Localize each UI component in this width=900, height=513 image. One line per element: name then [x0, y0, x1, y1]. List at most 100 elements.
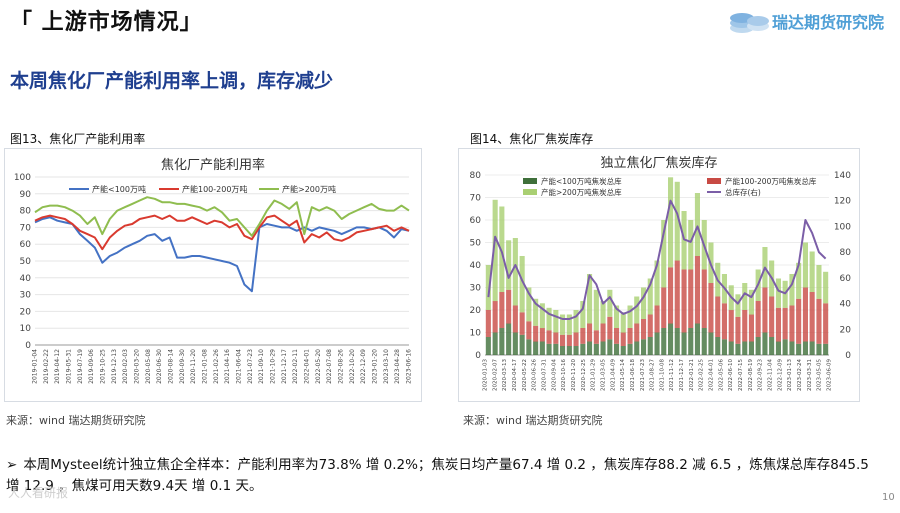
bar-1 [566, 346, 572, 355]
summary-text: 本周Mysteel统计独立焦企全样本：产能利用率为73.8% 增 0.2%；焦炭… [6, 457, 869, 494]
bar-2 [533, 325, 539, 342]
y-tick-label: 20 [20, 307, 32, 317]
x-tick-label: 2020-05-22 [522, 359, 528, 391]
bar-2 [735, 316, 741, 344]
bar-3 [580, 301, 586, 328]
bar-2 [681, 269, 687, 333]
bar-1 [620, 346, 626, 355]
bar-1 [674, 328, 680, 355]
legend-label: 产能<100万吨 [92, 184, 146, 194]
x-tick-label: 2020-09-04 [551, 359, 557, 391]
y-tick-label-left: 0 [475, 351, 481, 361]
bar-2 [647, 314, 653, 337]
x-tick-label: 2022-07-15 [738, 359, 744, 391]
x-tick-label: 2019-04-12 [54, 349, 61, 384]
y-tick-label-right: 140 [834, 171, 851, 181]
bar-3 [587, 274, 593, 324]
x-tick-label: 2022-10-20 [349, 349, 356, 384]
legend-swatch [523, 189, 537, 195]
bar-1 [533, 341, 539, 355]
y-tick-label: 0 [25, 341, 31, 351]
x-tick-label: 2022-01-21 [689, 359, 695, 391]
capacity-utilization-chart: 焦化厂产能利用率 0 10 20 30 40 50 60 70 80 90 100 2019-01-04… [14, 157, 413, 384]
x-tick-label: 2022-08-19 [748, 359, 754, 391]
bar-3 [566, 314, 572, 335]
series-line-2 [34, 214, 410, 251]
x-tick-label: 2020-05-08 [145, 349, 152, 384]
total-stock-line [487, 199, 827, 320]
bar-2 [539, 328, 545, 342]
bar-2 [634, 323, 640, 342]
y-tick-label-right: 100 [834, 222, 851, 232]
bar-1 [485, 337, 491, 355]
y-tick-label-left: 70 [470, 194, 482, 204]
y-tick-label-right: 60 [840, 274, 852, 284]
bar-2 [614, 328, 620, 344]
bar-3 [506, 240, 512, 290]
bar-2 [674, 260, 680, 328]
x-tick-label: 2020-06-30 [156, 349, 163, 384]
bar-1 [802, 341, 808, 355]
bar-3 [593, 289, 599, 331]
bar-1 [735, 343, 741, 356]
bar-1 [742, 341, 748, 355]
bar-2 [762, 287, 768, 333]
bar-1 [607, 339, 613, 356]
bar-2 [485, 310, 491, 337]
x-tick-label: 2021-09-10 [258, 349, 265, 384]
bar-2 [654, 305, 660, 333]
bar-1 [823, 343, 829, 356]
x-tick-label: 2022-11-04 [768, 359, 774, 391]
bar-1 [796, 343, 802, 356]
bar-2 [519, 312, 525, 335]
x-tick-label: 2023-06-16 [406, 349, 413, 384]
bar-2 [742, 310, 748, 342]
y-tick-label-left: 60 [470, 216, 482, 226]
y-tick-label-right: 0 [845, 351, 851, 361]
bar-3 [573, 310, 579, 333]
chart-title: 独立焦化厂焦炭库存 [600, 155, 717, 171]
x-tick-label: 2022-06-10 [728, 359, 734, 391]
figure-13-caption: 图13、焦化厂产能利用率 [10, 132, 146, 146]
headline: 本周焦化厂产能利用率上调，库存减少 [10, 70, 334, 92]
y-tick-label: 80 [20, 207, 32, 217]
bar-1 [573, 346, 579, 355]
bar-2 [641, 319, 647, 340]
bar-3 [809, 251, 815, 292]
bar-2 [802, 287, 808, 342]
bullet-arrow-icon: ➢ [6, 457, 18, 473]
x-tick-label: 2020-07-31 [541, 359, 547, 391]
legend-label: 产能>200万吨 [282, 184, 336, 194]
bar-3 [600, 301, 606, 324]
bar-1 [553, 343, 559, 356]
bar-2 [560, 334, 566, 347]
bar-3 [802, 242, 808, 288]
x-tick-label: 2021-11-12 [669, 359, 675, 391]
y-tick-label-left: 40 [470, 261, 482, 271]
bar-2 [492, 301, 498, 333]
x-tick-label: 2022-08-26 [338, 349, 345, 384]
bar-3 [533, 298, 539, 326]
capacity-utilization-chart-panel: 焦化厂产能利用率 0 10 20 30 40 50 60 70 80 90 100 2019-01-04… [4, 148, 422, 402]
x-tick-label: 2021-12-17 [281, 349, 288, 384]
bar-1 [560, 346, 566, 355]
x-tick-label: 2021-10-08 [659, 359, 665, 391]
bar-2 [566, 334, 572, 347]
coke-inventory-chart-panel: 独立焦化厂焦炭库存 0 10 20 30 40 50 60 70 80 0 20 40 60 80 100 12… [458, 148, 860, 402]
x-tick-label: 2019-05-31 [66, 349, 73, 384]
logo [728, 6, 896, 36]
x-tick-label: 2020-11-20 [571, 359, 577, 391]
bar-1 [769, 337, 775, 355]
x-tick-label: 2021-06-18 [630, 359, 636, 391]
x-tick-label: 2021-12-17 [679, 359, 685, 391]
bar-2 [607, 316, 613, 340]
page-number: 10 [882, 492, 895, 503]
bar-1 [539, 341, 545, 355]
x-tick-label: 2021-05-14 [620, 359, 626, 391]
x-tick-label: 2020-03-13 [502, 359, 508, 391]
watermark: 人人看研报 [8, 486, 69, 500]
bar-2 [769, 296, 775, 337]
legend-swatch [523, 178, 537, 184]
bar-1 [519, 334, 525, 356]
bar-1 [762, 332, 768, 355]
